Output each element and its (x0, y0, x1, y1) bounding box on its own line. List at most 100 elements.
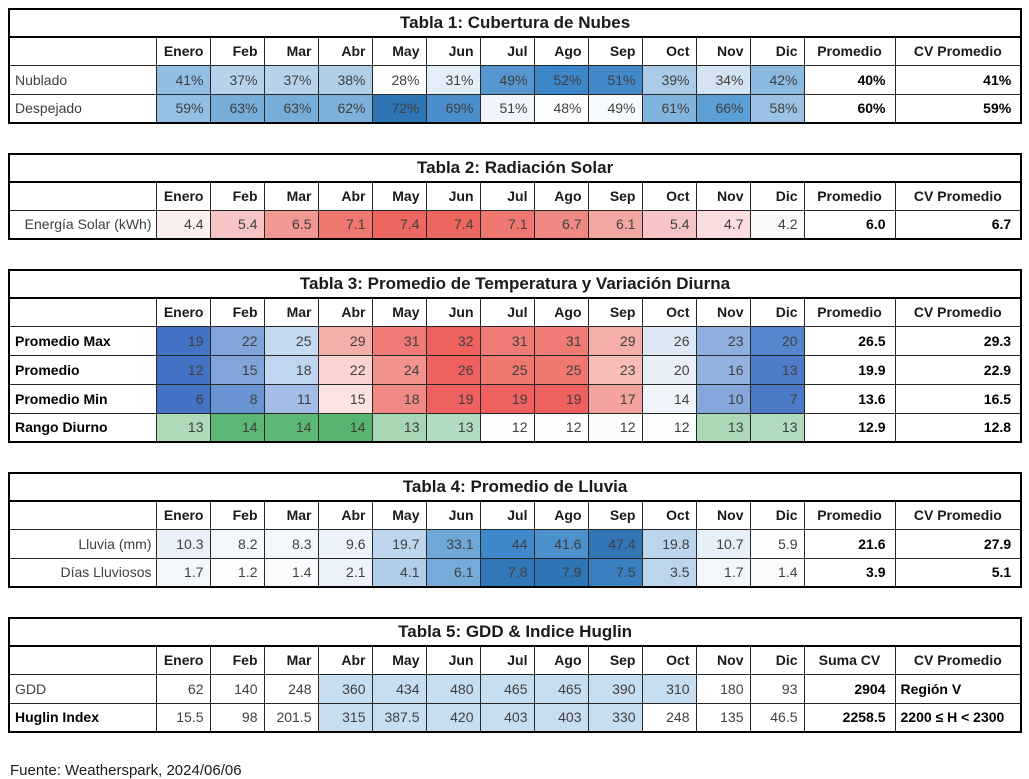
value-cell: 7.8 (479, 557, 535, 588)
value-cell: 7 (749, 383, 805, 414)
summary-header: Promedio (803, 500, 896, 530)
value-cell: 18 (371, 383, 427, 414)
value-cell: 31 (479, 325, 535, 356)
cv-summary-value: 6.7 (894, 209, 1022, 240)
cv-summary-value: 59% (894, 93, 1022, 124)
value-cell: 465 (479, 673, 535, 704)
value-cell: 31% (425, 64, 481, 95)
value-cell: 23 (587, 354, 643, 385)
value-cell: 17 (587, 383, 643, 414)
month-header: Jul (479, 500, 535, 530)
value-cell: 72% (371, 93, 427, 124)
value-cell: 8 (209, 383, 265, 414)
summary-value: 3.9 (803, 557, 896, 588)
value-cell: 31 (533, 325, 589, 356)
summary-value: 21.6 (803, 528, 896, 559)
summary-header: CV Promedio (894, 500, 1022, 530)
month-header: May (371, 181, 427, 211)
summary-header: CV Promedio (894, 645, 1022, 675)
table-row: Promedio Max 19 22 25 29 31 32 31 31 29 26 23 20 26.5… (8, 325, 1022, 356)
value-cell: 24 (371, 354, 427, 385)
value-cell: 20 (749, 325, 805, 356)
month-header: Oct (641, 500, 697, 530)
table-row: Días Lluviosos 1.7 1.2 1.4 2.1 4.1 6.1 7.8 7.9 7.… (8, 557, 1022, 588)
summary-value: 19.9 (803, 354, 896, 385)
value-cell: 31 (371, 325, 427, 356)
value-cell: 1.2 (209, 557, 265, 588)
month-header: Mar (263, 181, 319, 211)
value-cell: 3.5 (641, 557, 697, 588)
month-header: Ago (533, 297, 589, 327)
month-header: Ago (533, 500, 589, 530)
value-cell: 7.1 (317, 209, 373, 240)
month-header: Nov (695, 500, 751, 530)
value-cell: 140 (209, 673, 265, 704)
month-header: Mar (263, 36, 319, 66)
value-cell: 39% (641, 64, 697, 95)
tabla-3-temperatura-variacion-diurna: Tabla 3: Promedio de Temperatura y Varia… (8, 269, 1023, 443)
table-row: Rango Diurno 13 14 14 14 13 13 12 12 12 12 13 13 12.9… (8, 412, 1022, 443)
value-cell: 248 (263, 673, 319, 704)
value-cell: 46.5 (749, 702, 805, 733)
table-row: Despejado 59% 63% 63% 62% 72% 69% 51% 48% 49% 61% 6… (8, 93, 1022, 124)
month-header: Jun (425, 500, 481, 530)
month-header: Nov (695, 645, 751, 675)
value-cell: 13 (749, 354, 805, 385)
value-cell: 19 (425, 383, 481, 414)
value-cell: 403 (479, 702, 535, 733)
corner-cell (8, 181, 157, 211)
value-cell: 62% (317, 93, 373, 124)
value-cell: 48% (533, 93, 589, 124)
value-cell: 12 (533, 412, 589, 443)
value-cell: 22 (209, 325, 265, 356)
month-header: Abr (317, 645, 373, 675)
value-cell: 13 (695, 412, 751, 443)
summary-header: CV Promedio (894, 297, 1022, 327)
month-header: Sep (587, 36, 643, 66)
value-cell: 98 (209, 702, 265, 733)
value-cell: 63% (209, 93, 265, 124)
value-cell: 1.7 (155, 557, 211, 588)
month-header: Dic (749, 500, 805, 530)
row-label: Promedio Max (8, 325, 157, 356)
table-row: Nublado 41% 37% 37% 38% 28% 31% 49% 52% 51% 39% 34%… (8, 64, 1022, 95)
value-cell: 1.4 (263, 557, 319, 588)
value-cell: 5.4 (209, 209, 265, 240)
value-cell: 6.1 (587, 209, 643, 240)
month-header: Oct (641, 36, 697, 66)
summary-header: CV Promedio (894, 36, 1022, 66)
cv-summary-value: 22.9 (894, 354, 1022, 385)
cv-summary-value: 29.3 (894, 325, 1022, 356)
value-cell: 10 (695, 383, 751, 414)
value-cell: 20 (641, 354, 697, 385)
table-row: Huglin Index 15.5 98 201.5 315 387.5 420 403 403… (8, 702, 1022, 733)
month-header: Abr (317, 500, 373, 530)
value-cell: 19.8 (641, 528, 697, 559)
value-cell: 22 (317, 354, 373, 385)
row-label: GDD (8, 673, 157, 704)
month-header: Mar (263, 297, 319, 327)
value-cell: 14 (263, 412, 319, 443)
month-header: Abr (317, 36, 373, 66)
table-row: Promedio 12 15 18 22 24 26 25 25 23 20 16 13 19.9 22.9 (8, 354, 1022, 385)
value-cell: 315 (317, 702, 373, 733)
value-cell: 8.2 (209, 528, 265, 559)
tables-container: Tabla 1: Cubertura de Nubes Enero Feb Mar Ab… (8, 8, 1023, 733)
summary-value: 26.5 (803, 325, 896, 356)
cv-summary-value: 27.9 (894, 528, 1022, 559)
month-header: Feb (209, 36, 265, 66)
row-label: Huglin Index (8, 702, 157, 733)
value-cell: 41.6 (533, 528, 589, 559)
value-cell: 33.1 (425, 528, 481, 559)
value-cell: 19 (155, 325, 211, 356)
corner-cell (8, 500, 157, 530)
month-header: Nov (695, 36, 751, 66)
corner-cell (8, 36, 157, 66)
value-cell: 12 (479, 412, 535, 443)
summary-header: CV Promedio (894, 181, 1022, 211)
value-cell: 12 (155, 354, 211, 385)
value-cell: 8.3 (263, 528, 319, 559)
month-header: Feb (209, 297, 265, 327)
month-header: Dic (749, 645, 805, 675)
